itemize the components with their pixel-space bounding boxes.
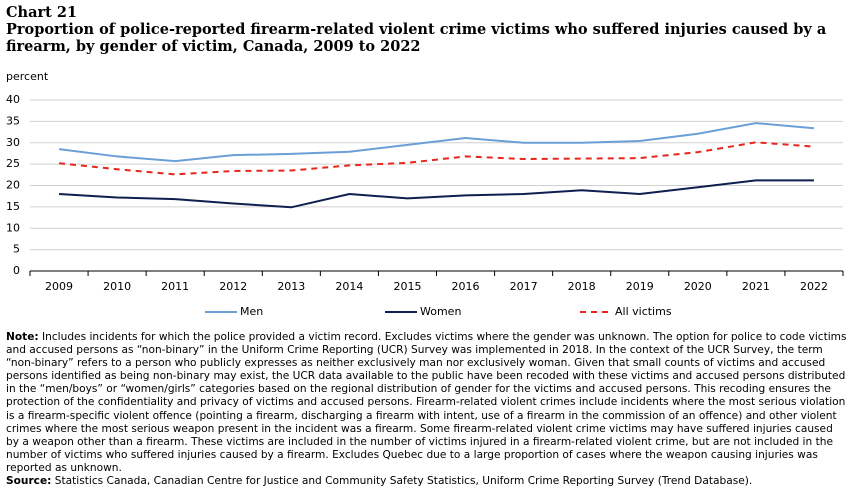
note-label: Note: — [6, 331, 39, 343]
x-tick-label: 2016 — [452, 280, 480, 293]
header: Chart 21 Proportion of police-reported f… — [6, 4, 851, 55]
legend-label: All victims — [615, 305, 672, 318]
x-tick-label: 2020 — [684, 280, 712, 293]
x-tick-label: 2013 — [277, 280, 305, 293]
y-tick-label: 15 — [6, 200, 20, 213]
x-tick-label: 2012 — [219, 280, 247, 293]
legend-label: Men — [240, 305, 263, 318]
x-tick-label: 2017 — [510, 280, 538, 293]
chart-title: Proportion of police-reported firearm-re… — [6, 21, 827, 55]
y-axis-label: percent — [6, 70, 49, 83]
y-tick-label: 35 — [6, 114, 20, 127]
series-line — [58, 179, 814, 209]
x-tick-label: 2010 — [103, 280, 131, 293]
chart: percent 0 5 10 15 20 25 30 35 40 2009 2010 2011 2012… — [6, 70, 844, 318]
x-tick-label: 2022 — [800, 280, 828, 293]
note: Note: Includes incidents for which the p… — [6, 331, 848, 475]
y-tick-label: 25 — [6, 157, 20, 170]
x-tick-label: 2015 — [393, 280, 421, 293]
series-line — [58, 141, 815, 176]
source-text: Statistics Canada, Canadian Centre for J… — [54, 475, 753, 488]
y-tick-label: 40 — [6, 93, 20, 106]
note-text: Includes incidents for which the police … — [6, 331, 847, 474]
y-tick-label: 0 — [13, 264, 20, 277]
legend-label: Women — [420, 305, 461, 318]
x-tick-label: 2009 — [45, 280, 73, 293]
y-tick-label: 10 — [6, 221, 20, 234]
footnotes: Note: Includes incidents for which the p… — [6, 331, 848, 488]
source: Source: Statistics Canada, Canadian Cent… — [6, 475, 848, 488]
y-tick-label: 5 — [13, 243, 20, 256]
source-label: Source: — [6, 475, 52, 488]
y-tick-label: 20 — [6, 179, 20, 192]
chart-label: Chart 21 — [6, 4, 78, 21]
series-line — [58, 122, 815, 163]
x-tick-label: 2021 — [742, 280, 770, 293]
y-tick-label: 30 — [6, 136, 20, 149]
x-tick-label: 2019 — [626, 280, 654, 293]
x-tick-label: 2011 — [161, 280, 189, 293]
x-tick-label: 2018 — [568, 280, 596, 293]
x-tick-label: 2014 — [335, 280, 363, 293]
